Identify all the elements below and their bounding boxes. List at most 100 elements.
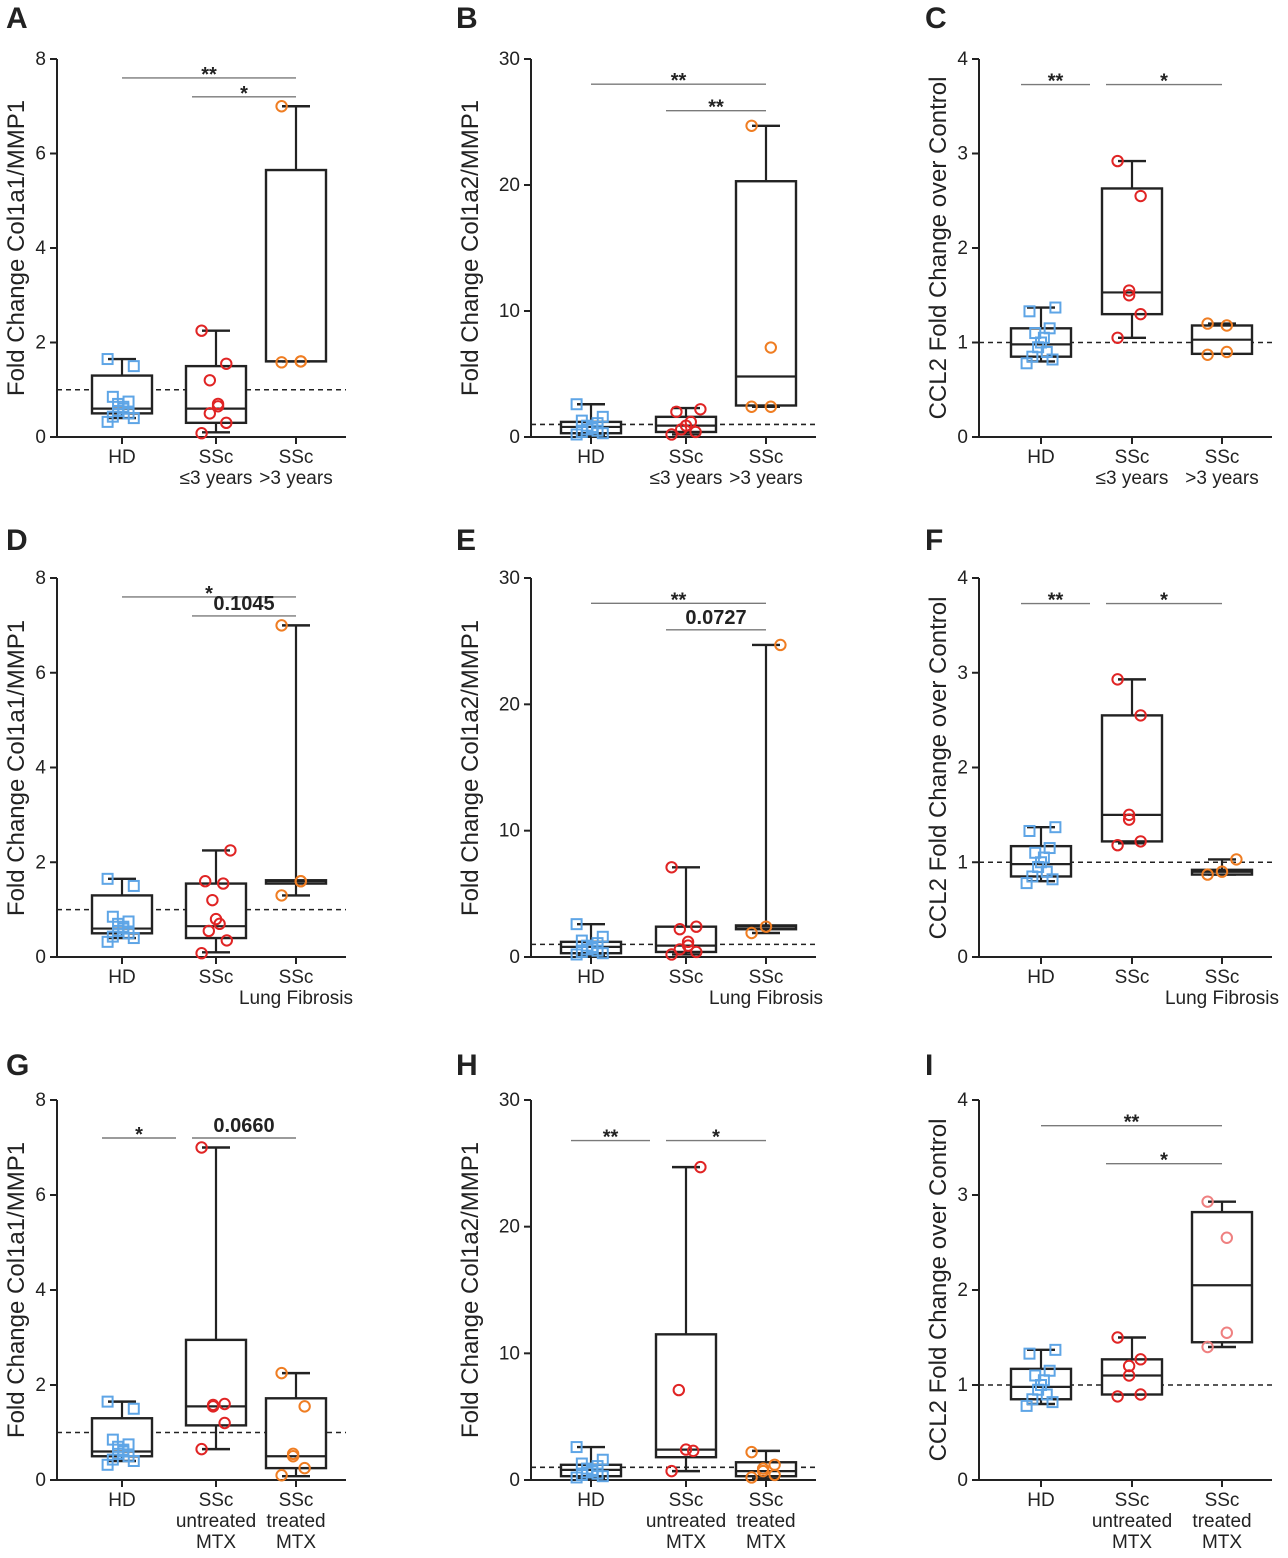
significance-label: * <box>240 83 248 105</box>
panel-letter: I <box>925 1049 933 1082</box>
data-point-circle <box>1201 317 1214 330</box>
y-axis-label: Fold Change Col1a2/MMP1 <box>457 100 484 396</box>
box-group-1: HD <box>559 398 623 468</box>
data-point-circle <box>673 923 687 936</box>
data-point-circle <box>1122 1359 1136 1373</box>
y-tick-label: 0 <box>35 947 46 968</box>
category-label: untreated <box>176 1511 256 1532</box>
box-group-2: SSc≤3 years <box>1096 154 1168 489</box>
data-point-circle <box>745 119 758 132</box>
category-label: MTX <box>746 1532 786 1553</box>
y-tick-label: 3 <box>957 1185 968 1206</box>
panel-letter: E <box>456 524 476 557</box>
data-point-circle <box>275 1469 288 1482</box>
data-point-circle <box>275 889 288 902</box>
y-tick-label: 4 <box>35 238 46 259</box>
category-label: HD <box>1027 967 1054 988</box>
y-axis-label: Fold Change Col1a2/MMP1 <box>457 620 484 916</box>
data-point-circle <box>670 405 683 418</box>
y-tick-label: 10 <box>499 301 520 322</box>
data-point-circle <box>211 397 225 411</box>
significance-label: 0.0660 <box>213 1115 274 1137</box>
category-label: treated <box>1192 1511 1251 1532</box>
box <box>90 374 154 415</box>
data-point-circle <box>687 1444 700 1458</box>
y-tick-label: 0 <box>957 427 968 448</box>
data-point-circle <box>665 861 678 874</box>
box-group-1: HD <box>1009 301 1073 468</box>
data-point-circle <box>195 1442 208 1456</box>
data-point-circle <box>745 926 758 940</box>
category-label: HD <box>1027 1490 1054 1511</box>
category-label: SSc <box>1205 447 1240 468</box>
significance-label: ** <box>201 64 217 86</box>
y-tick-label: 0 <box>509 1470 520 1491</box>
category-label: SSc <box>1115 447 1150 468</box>
data-point-square <box>1023 824 1036 837</box>
data-point-square <box>1029 327 1042 340</box>
data-point-circle <box>1201 1340 1214 1354</box>
data-point-circle <box>774 638 787 652</box>
data-point-circle <box>1201 868 1214 881</box>
data-point-square <box>101 872 114 885</box>
y-tick-label: 30 <box>499 568 520 589</box>
data-point-circle <box>1111 154 1124 168</box>
y-tick-label: 2 <box>35 852 46 873</box>
box-group-1: HD <box>1009 821 1073 988</box>
box <box>734 180 798 407</box>
panel-letter: F <box>925 524 943 557</box>
significance-label: * <box>712 1127 720 1149</box>
data-point-square <box>1043 322 1056 335</box>
significance-label: ** <box>1048 71 1064 93</box>
data-point-circle <box>286 1447 300 1461</box>
data-point-circle <box>764 341 777 354</box>
data-point-circle <box>1111 331 1124 344</box>
y-tick-label: 0 <box>957 947 968 968</box>
box <box>184 1338 248 1427</box>
data-point-circle <box>1122 808 1136 822</box>
data-point-square <box>122 1438 135 1451</box>
data-point-square <box>127 879 140 892</box>
panel-letter: G <box>6 1049 29 1082</box>
data-point-square <box>570 398 583 411</box>
data-point-circle <box>298 1461 311 1475</box>
significance-label: * <box>1160 590 1168 612</box>
box-group-3: SSc>3 years <box>1185 317 1259 489</box>
category-label: HD <box>108 447 135 468</box>
data-point-circle <box>294 875 307 888</box>
y-tick-label: 0 <box>957 1470 968 1491</box>
panel-letter: A <box>6 2 28 35</box>
category-label: HD <box>577 447 604 468</box>
category-label: >3 years <box>1185 468 1258 489</box>
significance-label: 0.0727 <box>685 607 746 629</box>
data-point-square <box>575 934 588 947</box>
data-point-circle <box>1215 865 1229 878</box>
data-point-circle <box>694 1160 707 1174</box>
data-point-square <box>1023 305 1036 318</box>
y-tick-label: 4 <box>957 568 968 589</box>
data-point-circle <box>1220 1231 1234 1244</box>
data-point-circle <box>1134 709 1147 722</box>
significance-label: ** <box>1124 1112 1140 1134</box>
data-point-square <box>596 410 609 423</box>
panel-letter: B <box>456 2 478 35</box>
category-label: SSc <box>669 447 704 468</box>
data-point-square <box>575 414 588 427</box>
y-axis-label: CCL2 Fold Change over Control <box>925 1119 952 1462</box>
y-tick-label: 0 <box>509 427 520 448</box>
y-axis-label: Fold Change Col1a1/MMP1 <box>3 100 30 396</box>
data-point-circle <box>690 945 703 959</box>
data-point-circle <box>195 947 208 960</box>
significance-label: ** <box>671 70 687 92</box>
data-point-square <box>1023 1347 1036 1360</box>
category-label: MTX <box>276 1532 316 1553</box>
data-point-circle <box>203 374 217 387</box>
y-tick-label: 20 <box>499 175 520 196</box>
